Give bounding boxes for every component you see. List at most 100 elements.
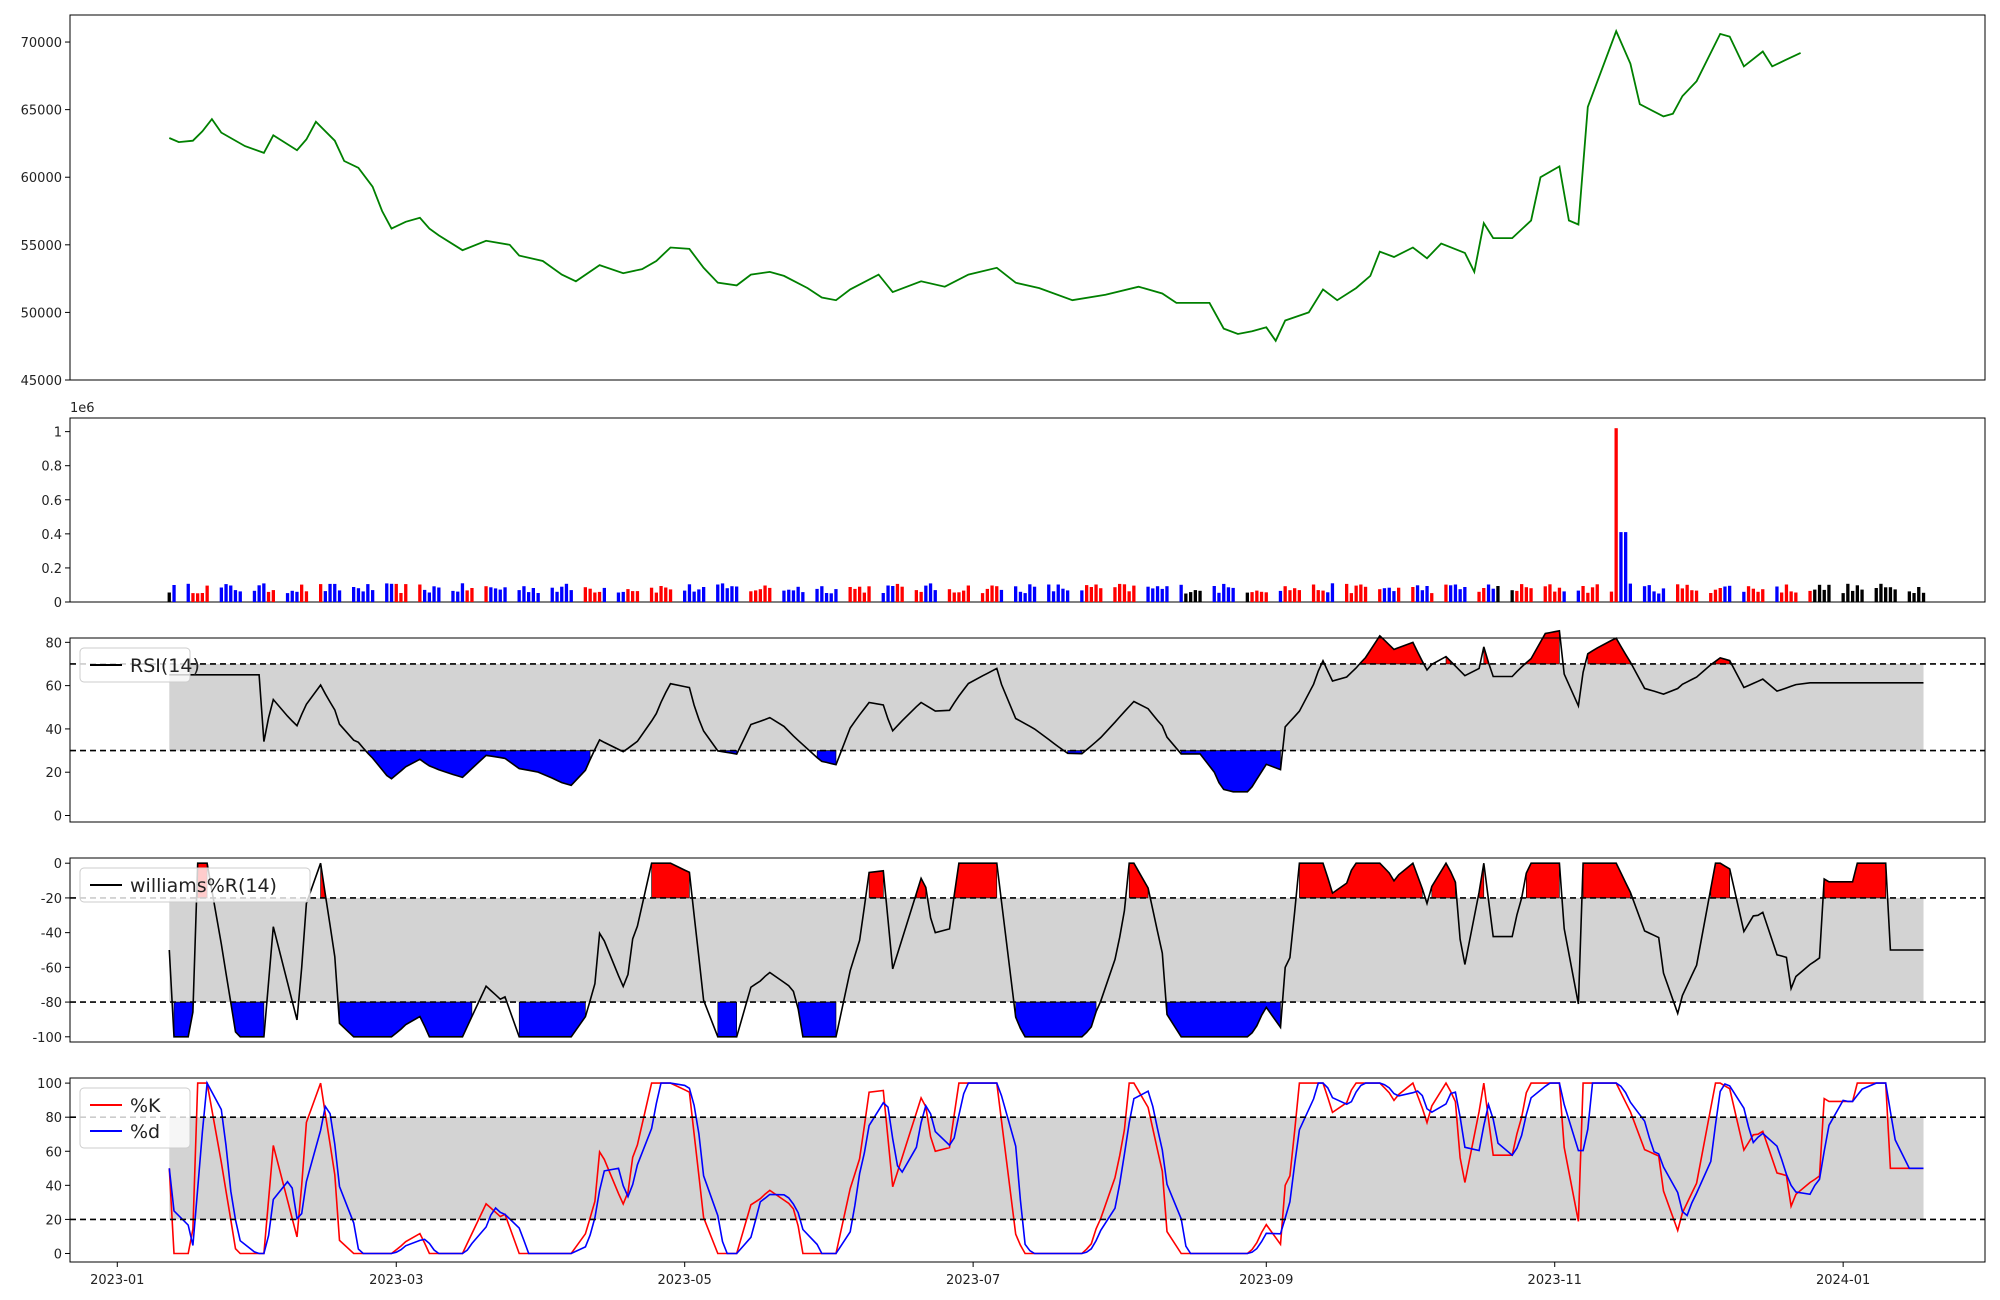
volume-bar	[522, 586, 526, 602]
volume-bar	[219, 587, 223, 602]
volume-bar	[867, 586, 871, 602]
panel-0-ytick-label: 45000	[21, 374, 62, 389]
panel-2-ytick-label: 20	[45, 766, 62, 781]
volume-bar	[919, 591, 923, 602]
volume-bar	[262, 583, 266, 602]
volume-bar	[437, 587, 441, 602]
volume-bar	[1907, 591, 1911, 602]
volume-bar	[456, 591, 460, 602]
volume-bar	[1548, 584, 1552, 602]
volume-bar	[1293, 588, 1297, 602]
panel-1-ytick-label: 0.8	[41, 460, 62, 475]
volume-bar	[1189, 592, 1193, 602]
volume-bar	[1198, 590, 1202, 602]
volume-bar	[1160, 588, 1164, 602]
volume-bar	[1595, 584, 1599, 602]
volume-bar	[1316, 590, 1320, 602]
volume-bar	[1222, 583, 1226, 602]
volume-bar	[1746, 586, 1751, 602]
volume-bar	[654, 592, 658, 602]
volume-bar	[1827, 584, 1831, 602]
volume-bar	[933, 590, 937, 602]
volume-bar	[1888, 587, 1893, 602]
volume-bar	[900, 586, 904, 602]
volume-bar	[1231, 587, 1235, 602]
panel-3-ytick-label: -20	[41, 892, 62, 907]
volume-bar	[1255, 590, 1259, 602]
volume-bar	[1543, 586, 1547, 602]
volume-bar	[205, 585, 209, 602]
volume-bar	[238, 591, 242, 602]
panel-3-extreme-fill	[953, 862, 998, 899]
volume-bar	[389, 583, 394, 602]
volume-bar	[399, 593, 403, 602]
volume-bar	[725, 588, 729, 602]
volume-bar	[1813, 589, 1817, 602]
volume-bar	[999, 589, 1004, 602]
volume-bar	[782, 590, 786, 602]
volume-bar	[1713, 589, 1718, 602]
volume-bar	[1874, 588, 1878, 602]
panel-3-legend-label: williams%R(14)	[130, 875, 277, 897]
volume-bar	[758, 589, 762, 602]
volume-bar	[1841, 593, 1845, 602]
volume-bar	[1094, 584, 1098, 602]
volume-bar	[1784, 584, 1789, 602]
volume-bar	[730, 586, 734, 602]
volume-bar	[1917, 587, 1921, 602]
panel-3-ytick-label: -80	[41, 996, 62, 1011]
volume-bar	[768, 587, 772, 602]
volume-bar	[1463, 587, 1467, 602]
panel-3-ytick-label: -100	[32, 1031, 62, 1046]
volume-bar	[659, 586, 663, 602]
panel-1-ytick-label: 0.2	[41, 562, 62, 577]
volume-bar	[1311, 584, 1316, 602]
volume-bar	[1444, 584, 1448, 602]
panel-2-ytick-label: 80	[45, 636, 62, 651]
panel-3-extreme-fill	[1526, 862, 1560, 899]
volume-bar	[1378, 589, 1382, 602]
volume-bar	[621, 591, 625, 602]
volume-bar	[569, 590, 573, 602]
panel-1-frame	[69, 417, 1986, 603]
volume-bar	[1061, 588, 1065, 602]
volume-bar	[1345, 583, 1349, 602]
volume-bar	[1014, 586, 1018, 602]
volume-bar	[1264, 592, 1268, 602]
volume-bar	[820, 586, 824, 602]
volume-bar	[323, 591, 327, 602]
volume-bar	[186, 583, 190, 602]
panel-1-ytick-label: 0.6	[41, 494, 62, 509]
volume-bar	[266, 591, 271, 602]
volume-bar	[1420, 590, 1424, 602]
volume-bar	[1586, 592, 1590, 602]
volume-bar	[295, 591, 299, 602]
volume-bar	[735, 586, 739, 602]
volume-bar	[1718, 588, 1722, 602]
volume-bar	[824, 593, 829, 602]
volume-bar	[418, 584, 422, 602]
volume-bar	[1146, 586, 1150, 602]
volume-bar	[1382, 588, 1387, 602]
volume-bar	[423, 589, 427, 602]
volume-bar	[649, 587, 654, 602]
volume-bar	[754, 590, 758, 602]
volume-bar	[1278, 590, 1283, 602]
volume-bar	[796, 586, 800, 602]
volume-bar	[720, 583, 725, 602]
volume-bar	[1425, 586, 1429, 602]
volume-bar	[668, 589, 673, 602]
volume-bar	[1449, 585, 1453, 602]
volume-bar	[829, 593, 833, 602]
volume-bar	[1676, 584, 1680, 602]
panel-0-frame	[69, 14, 1986, 381]
volume-bar	[304, 591, 309, 602]
volume-bar	[1619, 532, 1623, 602]
volume-bar	[1723, 586, 1727, 602]
panel-3-extreme-fill	[717, 1001, 738, 1038]
volume-bar	[1363, 586, 1368, 602]
x-tick-label: 2024-01	[1816, 1273, 1870, 1288]
volume-bar	[995, 586, 999, 602]
volume-bar	[1326, 592, 1330, 602]
panel-1-ytick-label: 1	[54, 426, 62, 441]
